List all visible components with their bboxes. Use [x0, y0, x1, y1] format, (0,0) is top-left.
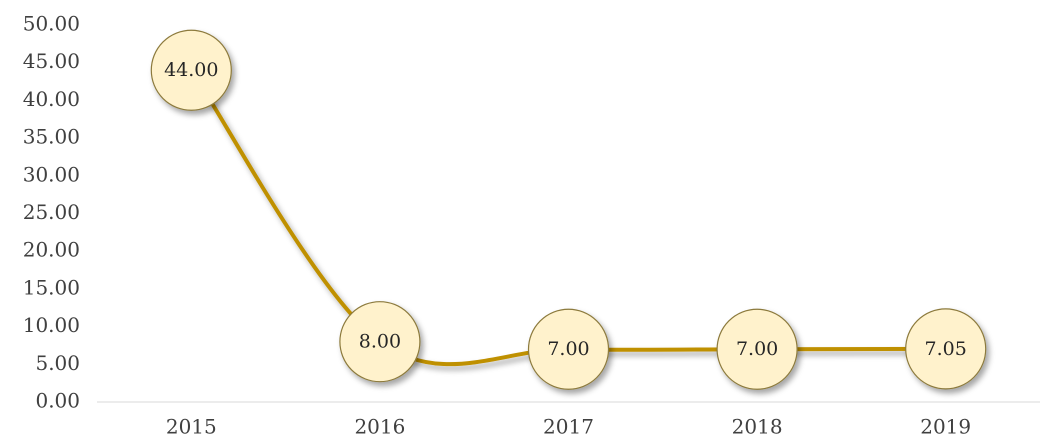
marker — [527, 308, 610, 390]
data-label: 8.00 — [359, 331, 401, 353]
y-tick-label: 35.00 — [23, 125, 80, 149]
data-label: 44.00 — [164, 59, 218, 81]
data-label: 7.00 — [736, 338, 778, 360]
y-tick-label: 15.00 — [23, 275, 80, 299]
y-tick-label: 40.00 — [23, 87, 80, 111]
y-tick-label: 5.00 — [35, 351, 80, 375]
y-tick-label: 0.00 — [35, 389, 80, 413]
x-tick-label: 2015 — [166, 415, 217, 439]
y-tick-label: 50.00 — [23, 12, 80, 36]
x-tick-label: 2019 — [920, 415, 971, 439]
data-label: 7.05 — [925, 338, 967, 360]
marker — [150, 29, 232, 111]
marker — [905, 308, 987, 390]
x-tick-label: 2017 — [543, 415, 594, 439]
y-tick-label: 45.00 — [23, 49, 80, 73]
marker — [339, 301, 421, 383]
data-label: 7.00 — [547, 338, 589, 360]
x-tick-label: 2018 — [732, 415, 783, 439]
x-tick-label: 2016 — [354, 415, 405, 439]
y-tick-label: 20.00 — [23, 238, 80, 262]
y-tick-label: 10.00 — [23, 313, 80, 337]
y-tick-label: 25.00 — [23, 200, 80, 224]
marker — [716, 308, 798, 390]
y-tick-label: 30.00 — [23, 162, 80, 186]
